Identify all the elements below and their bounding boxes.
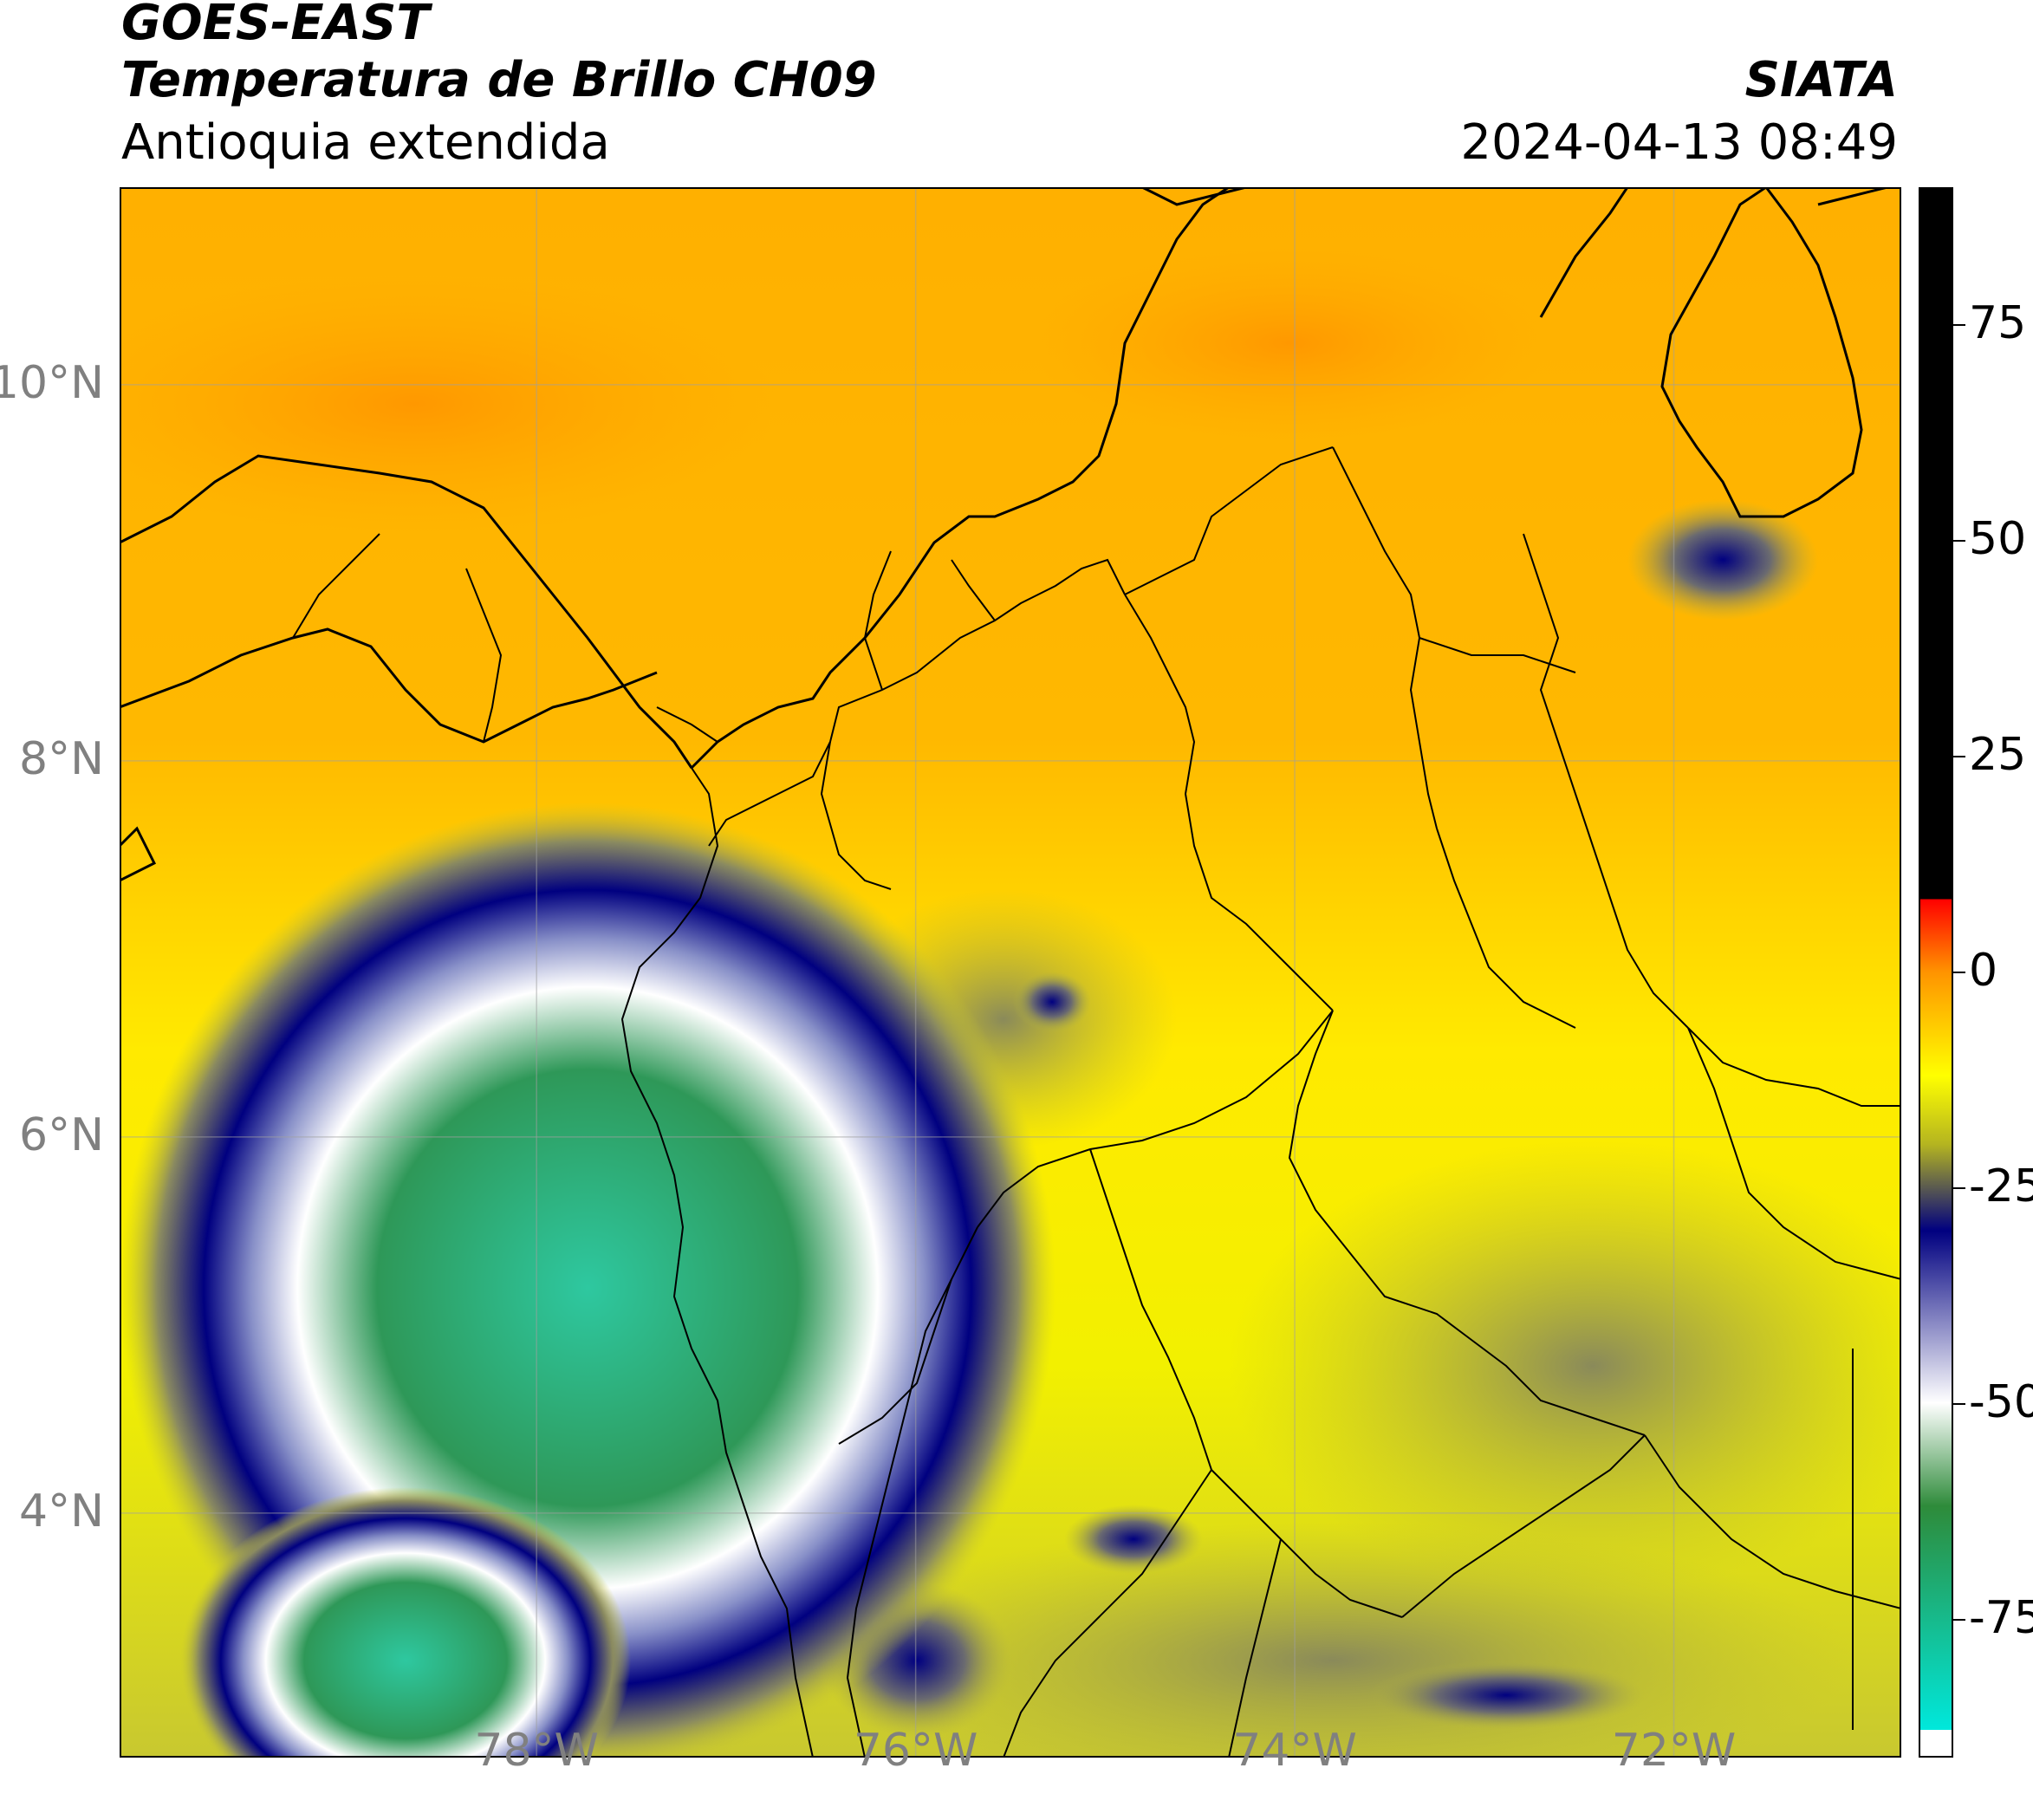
colorbar-tick bbox=[1953, 1402, 1965, 1405]
cloud-cell bbox=[1013, 972, 1091, 1032]
convective-storm bbox=[180, 1487, 631, 1758]
colorbar-tick bbox=[1953, 540, 1965, 543]
colorbar-tick-label: 75 bbox=[1969, 297, 2027, 350]
satellite-map bbox=[120, 187, 1901, 1758]
administrative-borders bbox=[292, 446, 1901, 1758]
warm-area bbox=[1029, 248, 1549, 439]
cloud-cell bbox=[1064, 1505, 1203, 1574]
colorbar-tick bbox=[1953, 1186, 1965, 1189]
colorbar-tick-label: 0 bbox=[1969, 945, 1998, 997]
latitude-label: 4°N bbox=[19, 1485, 104, 1537]
title-satellite: GOES-EAST bbox=[121, 0, 430, 51]
colorbar-tick-label: 50 bbox=[1969, 513, 2027, 566]
coastlines bbox=[120, 187, 1888, 882]
colorbar bbox=[1919, 187, 1953, 1758]
longitude-label: 74°W bbox=[1232, 1725, 1357, 1777]
colorbar-tick bbox=[1953, 756, 1965, 758]
map-frame bbox=[120, 187, 1901, 1758]
timestamp-label: 2024-04-13 08:49 bbox=[1460, 114, 1898, 171]
title-region: Antioquia extendida bbox=[121, 114, 610, 171]
colorbar-tick bbox=[1953, 324, 1965, 327]
longitude-label: 72°W bbox=[1611, 1725, 1737, 1777]
colorbar-tick-label: -50 bbox=[1969, 1375, 2033, 1428]
colorbar-tick-label: -25 bbox=[1969, 1160, 2033, 1212]
colorbar-tick-label: 25 bbox=[1969, 729, 2027, 782]
colorbar-tick-label: -75 bbox=[1969, 1591, 2033, 1644]
warm-area bbox=[120, 274, 778, 534]
longitude-label: 76°W bbox=[853, 1725, 978, 1777]
cloud-area bbox=[1229, 1141, 1901, 1591]
cloud-cell bbox=[1367, 1661, 1645, 1730]
latitude-label: 8°N bbox=[19, 732, 104, 785]
longitude-label: 78°W bbox=[474, 1725, 599, 1777]
organization-label: SIATA bbox=[1744, 52, 1898, 108]
colorbar-tick bbox=[1953, 1618, 1965, 1621]
cloud-cell bbox=[1627, 499, 1818, 621]
title-product: Temperatura de Brillo CH09 bbox=[121, 52, 877, 108]
latitude-label: 10°N bbox=[0, 356, 104, 409]
colorbar-tick bbox=[1953, 972, 1965, 973]
latitude-label: 6°N bbox=[19, 1108, 104, 1161]
